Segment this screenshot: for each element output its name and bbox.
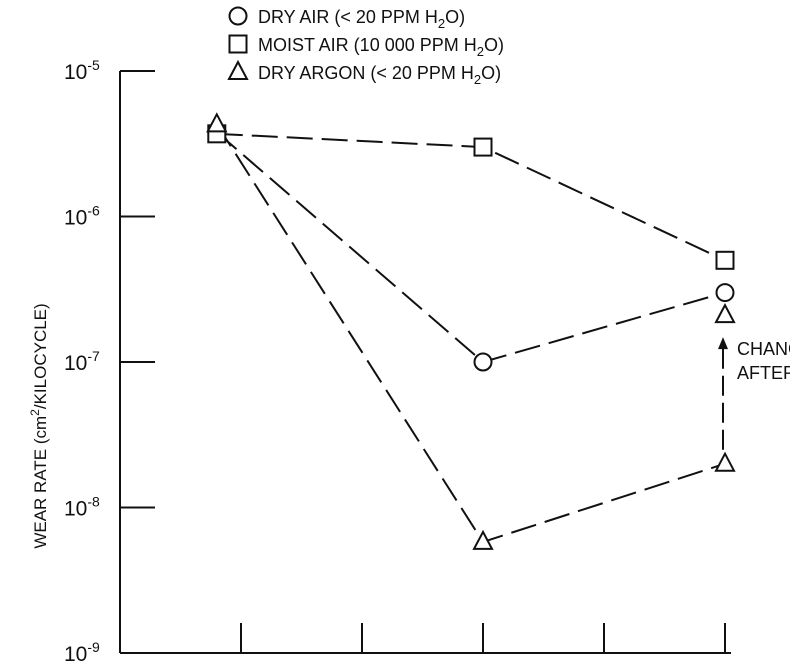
data-point-triangle bbox=[714, 451, 736, 472]
series-line-circle bbox=[216, 131, 726, 364]
y-tick-label: 10-7 bbox=[64, 348, 100, 375]
legend-symbol-triangle bbox=[227, 59, 249, 80]
series-line-triangle bbox=[215, 123, 726, 544]
legend-label: DRY ARGON (< 20 PPM H2O) bbox=[258, 63, 501, 87]
legend-symbol-circle bbox=[228, 6, 248, 26]
data-point-square bbox=[715, 250, 735, 270]
y-tick-label: 10-9 bbox=[64, 639, 100, 663]
y-tick-label: 10-5 bbox=[64, 57, 100, 84]
data-point-circle bbox=[473, 352, 493, 372]
y-axis-label: WEAR RATE (cm2/KILOCYCLE) bbox=[28, 303, 50, 548]
data-point-triangle bbox=[206, 112, 228, 133]
data-point-triangle bbox=[472, 529, 494, 550]
legend-label: MOIST AIR (10 000 PPM H2O) bbox=[258, 35, 504, 59]
change-arrow-head bbox=[718, 337, 728, 350]
series-line-square bbox=[216, 132, 726, 262]
annotation-text: AFTER 600 KC bbox=[737, 363, 790, 383]
legend-label: DRY AIR (< 20 PPM H2O) bbox=[258, 7, 465, 31]
y-tick-label: 10-8 bbox=[64, 494, 100, 521]
data-point-square bbox=[473, 137, 493, 157]
data-point-triangle-after bbox=[714, 302, 736, 324]
data-point-circle bbox=[715, 283, 735, 303]
legend-symbol-square bbox=[228, 34, 248, 54]
annotation-text: CHANGE IN RATE bbox=[737, 339, 790, 359]
y-tick-label: 10-6 bbox=[64, 203, 100, 230]
